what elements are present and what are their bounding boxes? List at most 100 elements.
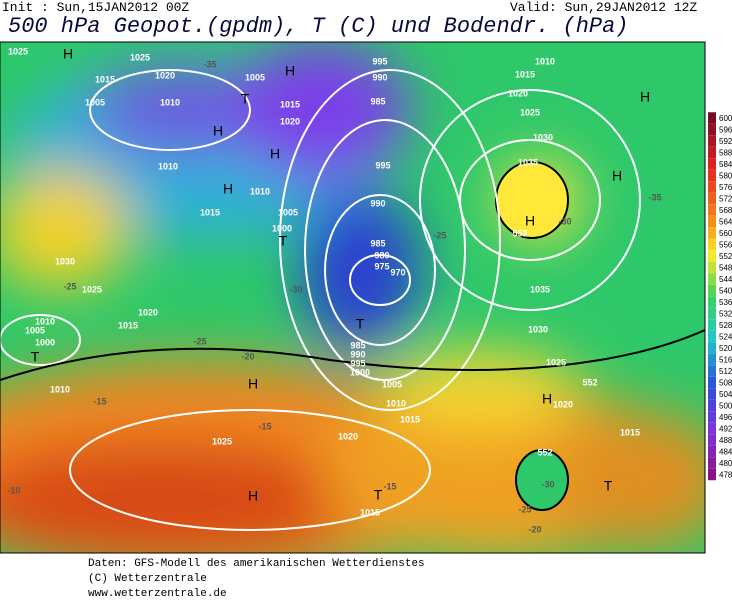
contour-label: 552 — [537, 447, 552, 457]
color-swatch — [708, 204, 716, 216]
scale-label: 580 — [719, 172, 732, 181]
color-swatch — [708, 376, 716, 389]
scale-label: 484 — [719, 448, 732, 457]
contour-label: 1025 — [546, 357, 566, 367]
contour-label: 1030 — [55, 256, 75, 266]
color-swatch — [708, 215, 716, 228]
color-swatch — [708, 273, 716, 285]
scale-label: 548 — [719, 264, 732, 273]
contour-label: 1005 — [278, 207, 298, 217]
contour-label: 1010 — [386, 398, 406, 408]
contour-label: 1015 — [515, 69, 535, 79]
temperature-label: -30 — [541, 479, 554, 489]
temperature-label: -10 — [7, 485, 20, 495]
temperature-label: -30 — [289, 284, 302, 294]
temperature-label: -35 — [203, 59, 216, 69]
color-swatch — [708, 238, 716, 251]
scale-label: 588 — [719, 149, 732, 158]
color-swatch — [708, 330, 716, 343]
temperature-label: -15 — [93, 396, 106, 406]
valid-time: Valid: Sun,29JAN2012 12Z — [510, 0, 698, 15]
temperature-label: -35 — [648, 192, 661, 202]
color-swatch — [708, 227, 716, 239]
temperature-label: -20 — [528, 524, 541, 534]
scale-label: 512 — [719, 367, 732, 376]
color-swatch — [708, 181, 716, 193]
contour-label: 1000 — [272, 223, 292, 233]
contour-label: 1025 — [520, 107, 540, 117]
color-swatch — [708, 250, 716, 262]
color-swatch — [708, 388, 716, 400]
scale-label: 524 — [719, 333, 732, 342]
color-swatch — [708, 135, 716, 147]
contour-label: 1025 — [82, 284, 102, 294]
scale-label: 508 — [719, 379, 732, 388]
footer-copyright: (C) Wetterzentrale — [88, 573, 207, 585]
contour-label: 995 — [375, 160, 390, 170]
color-swatch — [708, 169, 716, 182]
color-swatch — [708, 319, 716, 331]
color-swatch — [708, 123, 716, 136]
pressure-center: H — [285, 63, 295, 79]
footer-url: www.wetterzentrale.de — [88, 588, 227, 600]
contour-label: 1005 — [85, 97, 105, 107]
pressure-center: H — [248, 488, 258, 504]
contour-label: 552 — [512, 228, 527, 238]
contour-label: 1020 — [155, 70, 175, 80]
contour-label: 995 — [372, 56, 387, 66]
color-swatch — [708, 457, 716, 469]
temperature-label: -25 — [193, 336, 206, 346]
color-swatch — [708, 353, 716, 366]
scale-label: 504 — [719, 390, 732, 399]
contour-label: 1025 — [8, 46, 28, 56]
pressure-center: T — [279, 233, 288, 249]
pressure-center: T — [374, 487, 383, 503]
scale-label: 520 — [719, 344, 732, 353]
contour-label: 1000 — [350, 367, 370, 377]
contour-label: 1020 — [508, 88, 528, 98]
scale-label: 600 — [719, 114, 732, 123]
contour-label: 1020 — [138, 307, 158, 317]
pressure-center: T — [31, 349, 40, 365]
contour-label: 985 — [350, 340, 365, 350]
contour-label: 1015 — [360, 507, 380, 517]
pressure-center: H — [223, 181, 233, 197]
pressure-center: H — [213, 123, 223, 139]
scale-label: 564 — [719, 218, 732, 227]
color-swatch — [708, 296, 716, 308]
color-swatch — [708, 342, 716, 354]
contour-label: 995 — [350, 358, 365, 368]
contour-label: 1010 — [250, 186, 270, 196]
color-swatch — [708, 261, 716, 274]
pressure-center: T — [241, 91, 250, 107]
color-swatch — [708, 158, 716, 170]
scale-label: 596 — [719, 126, 732, 135]
contour-label: 1015 — [118, 320, 138, 330]
pressure-center: H — [525, 213, 535, 229]
scale-label: 492 — [719, 425, 732, 434]
contour-label: 1015 — [200, 207, 220, 217]
contour-label: 1010 — [50, 384, 70, 394]
init-time: Init : Sun,15JAN2012 00Z — [2, 0, 190, 15]
color-swatch — [708, 468, 716, 481]
scale-label: 572 — [719, 195, 732, 204]
contour-label: 1025 — [130, 52, 150, 62]
pressure-center: H — [248, 376, 258, 392]
contour-label: 1020 — [553, 399, 573, 409]
contour-label: 1005 — [245, 72, 265, 82]
contour-label: 1015 — [400, 414, 420, 424]
pressure-center: T — [356, 316, 365, 332]
scale-label: 488 — [719, 436, 732, 445]
color-swatch — [708, 411, 716, 423]
pressure-center: H — [542, 391, 552, 407]
temperature-label: -25 — [63, 281, 76, 291]
pressure-center: H — [270, 146, 280, 162]
contour-label: 990 — [372, 72, 387, 82]
temperature-label: -30 — [558, 216, 571, 226]
contour-label: 1035 — [530, 284, 550, 294]
contour-label: 1015 — [95, 74, 115, 84]
scale-label: 556 — [719, 241, 732, 250]
contour-label: 1025 — [212, 436, 232, 446]
contour-label: 1010 — [35, 316, 55, 326]
